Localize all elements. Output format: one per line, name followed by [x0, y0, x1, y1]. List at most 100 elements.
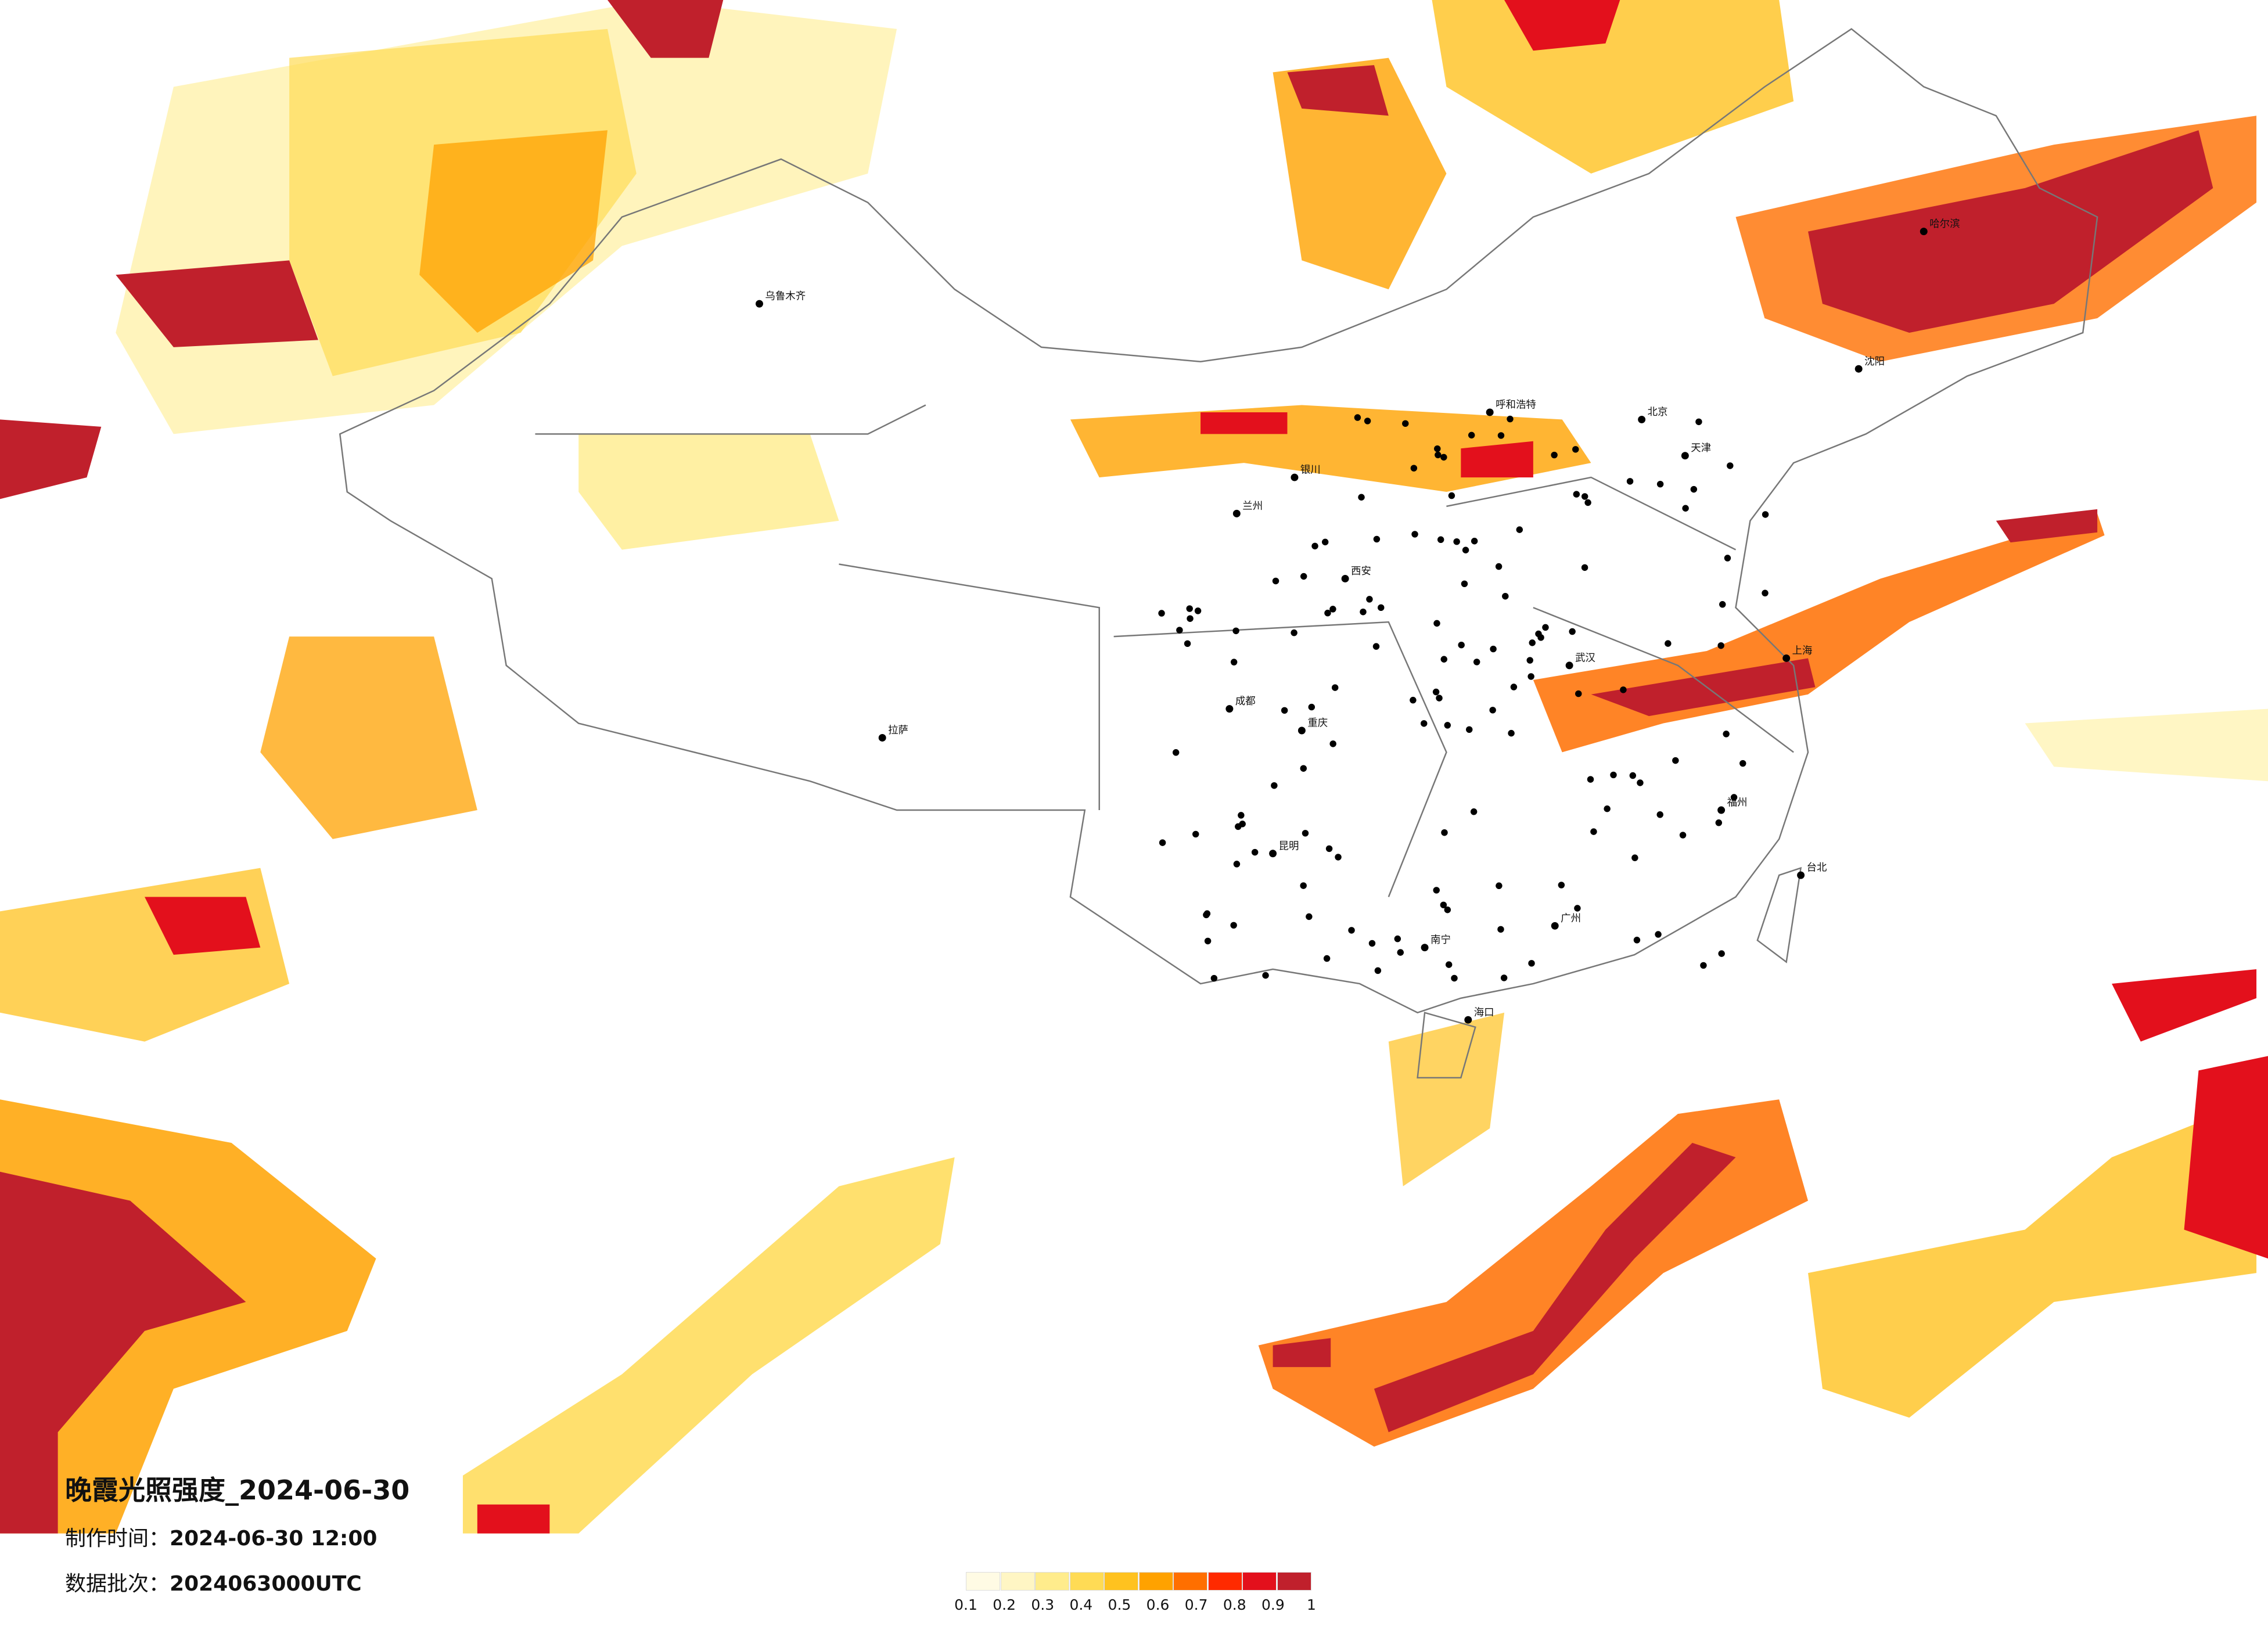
city-dot	[1574, 905, 1581, 912]
city-dot	[1210, 974, 1218, 982]
city-dot	[1672, 757, 1679, 764]
legend-swatch	[1173, 1572, 1207, 1591]
city-dot	[1489, 707, 1496, 714]
cloud-mid	[0, 868, 290, 1042]
city-dot	[1281, 707, 1288, 714]
city-dot	[1432, 688, 1440, 696]
city-label: 天津	[1691, 443, 1711, 454]
city-dot	[1421, 944, 1429, 952]
city-dot	[1528, 960, 1535, 967]
city-dot	[1364, 418, 1371, 425]
legend-label: 0.4	[1069, 1596, 1093, 1613]
city-dot	[1440, 656, 1447, 663]
city-label: 台北	[1807, 862, 1827, 874]
city-dot	[1348, 927, 1355, 934]
city-dot	[1192, 830, 1199, 838]
city-dot	[1445, 961, 1453, 968]
cloud-dark	[1808, 130, 2213, 333]
province-lines	[535, 404, 1794, 897]
borders	[339, 28, 2098, 1079]
cloud-mid	[1388, 1012, 1505, 1186]
city-dot	[1500, 974, 1508, 981]
city-dot	[1730, 794, 1738, 801]
legend-label: 0.1	[954, 1596, 977, 1613]
city-dot	[1665, 640, 1672, 647]
cloud-mid	[1808, 1099, 2257, 1418]
city-dot	[1854, 365, 1863, 373]
city-dot	[1300, 882, 1307, 889]
city-dot	[1490, 645, 1497, 653]
city-dot	[1434, 445, 1441, 452]
city-dot	[1502, 592, 1509, 600]
city-dot	[1203, 911, 1210, 919]
city-dot	[1341, 574, 1349, 582]
city-dot	[1372, 643, 1380, 650]
cloud-orange	[1273, 57, 1447, 290]
city-label: 武汉	[1575, 652, 1595, 664]
city-label: 重庆	[1307, 718, 1328, 729]
city-dot	[1700, 962, 1707, 969]
cloud-red	[145, 897, 261, 955]
city-dot	[1302, 830, 1309, 837]
city-dot	[1306, 913, 1313, 920]
batch-value: 2024063000UTC	[170, 1572, 362, 1596]
city-dot	[1507, 415, 1514, 423]
city-dot	[1573, 491, 1580, 498]
cloud-orange	[419, 130, 608, 333]
cloud-dark	[0, 1171, 246, 1534]
city-dot	[1679, 832, 1687, 839]
city-label: 沈阳	[1864, 356, 1885, 368]
city-dot	[1194, 607, 1202, 614]
city-dot	[1497, 926, 1504, 933]
legend-swatch	[1035, 1572, 1069, 1591]
city-dot	[1631, 854, 1638, 861]
city-dot	[1300, 765, 1307, 772]
made-time-value: 2024-06-30 12:00	[170, 1527, 378, 1551]
city-dot	[1230, 922, 1237, 929]
city-dot	[1233, 861, 1241, 868]
legend-label: 0.7	[1184, 1596, 1208, 1613]
city-label: 兰州	[1242, 501, 1263, 512]
city-dot	[1629, 772, 1637, 779]
city-dot	[1727, 462, 1734, 469]
city-dot	[1331, 684, 1339, 691]
country-outline	[339, 28, 2098, 1014]
city-dot	[1323, 955, 1331, 962]
city-dot	[1762, 511, 1769, 518]
city-dot	[1461, 580, 1468, 588]
cloud-red	[477, 1504, 550, 1534]
city-dot	[1300, 573, 1307, 580]
city-dot	[1717, 642, 1724, 649]
city-dot	[1542, 624, 1549, 631]
city-label: 西安	[1351, 566, 1371, 577]
city-dot	[1464, 1016, 1472, 1024]
city-dot	[1584, 499, 1591, 506]
made-time-label: 制作时间：	[65, 1527, 170, 1551]
cloud-dark	[0, 419, 102, 499]
city-dot	[1510, 684, 1518, 690]
city-dot	[756, 300, 763, 308]
city-dot	[1535, 630, 1542, 638]
city-dot	[1441, 829, 1448, 836]
city-dot	[1551, 451, 1558, 459]
city-dot	[1604, 805, 1611, 812]
city-dot	[1638, 415, 1646, 423]
city-dot	[1718, 950, 1725, 957]
cloud-dark	[607, 0, 724, 58]
city-dot	[1590, 828, 1597, 835]
city-dot	[1230, 659, 1238, 665]
city-dot	[1172, 749, 1180, 756]
cloud-red	[1201, 412, 1533, 478]
city-dot	[1558, 882, 1565, 888]
city-dot	[1184, 640, 1191, 647]
city-dot	[1335, 854, 1342, 861]
city-dot	[1637, 779, 1644, 786]
legend-swatch	[1242, 1572, 1277, 1591]
city-dot	[1251, 848, 1259, 856]
made-time: 制作时间：2024-06-30 12:00	[65, 1521, 377, 1552]
legend-swatch	[1207, 1572, 1242, 1591]
city-label: 昆明	[1279, 840, 1299, 852]
city-label: 乌鲁木齐	[765, 291, 806, 303]
city-dot	[1462, 546, 1469, 553]
